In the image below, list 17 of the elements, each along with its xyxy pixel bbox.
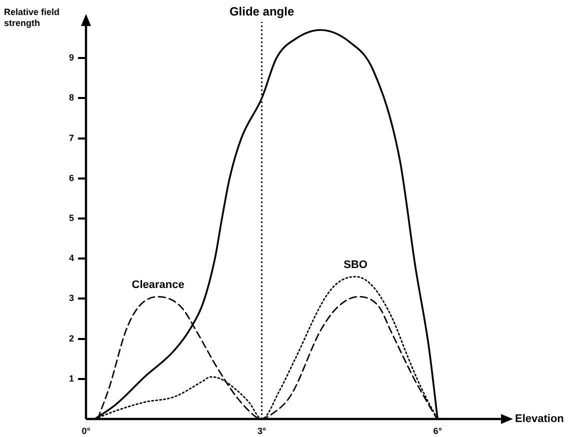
y-tick-label: 8 (68, 92, 74, 103)
y-tick-label: 3 (68, 293, 74, 304)
y-tick-label: 6 (68, 172, 74, 183)
x-tick-label: 3° (258, 426, 267, 436)
ref-line-label: Glide angle (229, 4, 294, 18)
y-tick-label: 2 (68, 333, 74, 344)
y-tick-label: 1 (68, 373, 74, 384)
y-axis-title: Relative field strength (4, 6, 60, 28)
series-label: SBO (344, 259, 368, 272)
x-tick-label: 6° (433, 426, 442, 436)
y-tick-label: 5 (68, 212, 74, 223)
x-tick-label: 0° (82, 426, 91, 436)
series-label: Clearance (132, 279, 184, 292)
y-tick-label: 9 (68, 52, 74, 63)
x-axis-title: Elevation (515, 413, 564, 426)
y-tick-label: 4 (68, 253, 74, 264)
y-tick-label: 7 (68, 132, 74, 143)
